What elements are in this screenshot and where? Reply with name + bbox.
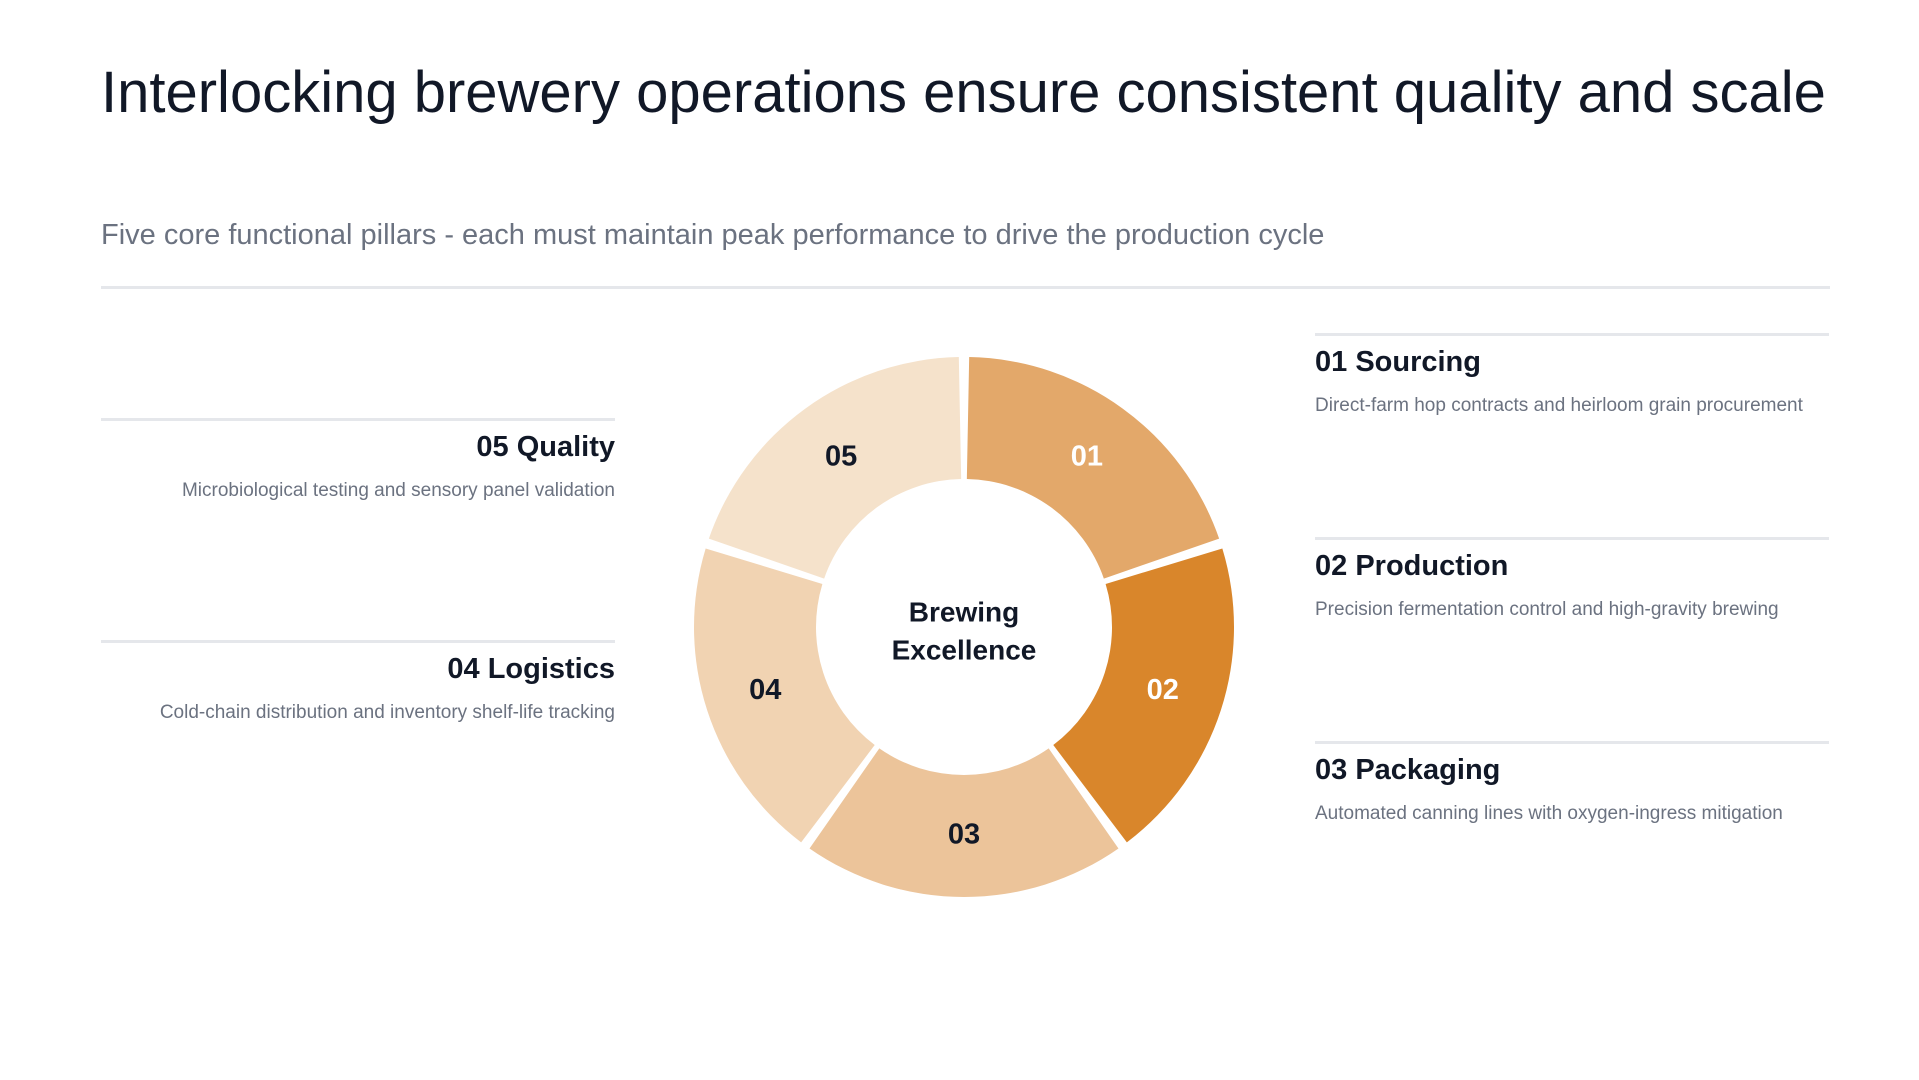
pillar-sourcing: 01 Sourcing Direct-farm hop contracts an… xyxy=(1315,333,1829,420)
wheel-segment-label-04: 04 xyxy=(749,674,781,706)
page-subtitle: Five core functional pillars - each must… xyxy=(101,219,1325,251)
wheel-segment-01 xyxy=(966,357,1220,579)
wheel-segment-03 xyxy=(809,748,1119,897)
wheel-segment-label-03: 03 xyxy=(948,819,980,851)
wheel-labels: 01 02 03 04 05 xyxy=(749,441,1179,851)
wheel-segment-04 xyxy=(694,548,875,843)
pillar-title: 01 Sourcing xyxy=(1315,346,1481,378)
pillar-description: Automated canning lines with oxygen-ingr… xyxy=(1315,803,1783,824)
pillar-title: 03 Packaging xyxy=(1315,754,1501,786)
wheel-segment-label-02: 02 xyxy=(1147,674,1179,706)
pillar-title: 02 Production xyxy=(1315,550,1509,582)
wheel-segment-label-01: 01 xyxy=(1071,441,1103,473)
pillar-description: Microbiological testing and sensory pane… xyxy=(181,480,615,501)
wheel-segment-02 xyxy=(1053,548,1234,843)
wheel-segment-label-05: 05 xyxy=(825,441,857,473)
pillar-divider xyxy=(1315,741,1829,744)
wheel-segment-05 xyxy=(708,357,962,579)
pillar-title: 05 Quality xyxy=(476,431,615,463)
pillar-description: Precision fermentation control and high-… xyxy=(1315,599,1779,620)
pillar-wheel: 01 02 03 04 05 Brewing Excellence xyxy=(694,351,1234,903)
pillar-divider xyxy=(1315,333,1829,336)
wheel-segments xyxy=(694,357,1234,897)
pillar-title: 04 Logistics xyxy=(447,653,615,685)
pillar-divider xyxy=(101,640,615,643)
pillar-divider xyxy=(1315,537,1829,540)
header-divider xyxy=(101,286,1830,289)
pillar-production: 02 Production Precision fermentation con… xyxy=(1315,537,1829,624)
page-title: Interlocking brewery operations ensure c… xyxy=(101,60,1826,125)
center-label-line-1: Brewing xyxy=(909,596,1019,627)
pillar-description: Direct-farm hop contracts and heirloom g… xyxy=(1315,395,1803,416)
pillar-wheel-svg: 01 02 03 04 05 Brewing Excellence xyxy=(694,357,1234,897)
pillar-divider xyxy=(101,418,615,421)
center-label-line-2: Excellence xyxy=(892,634,1037,665)
pillar-description: Cold-chain distribution and inventory sh… xyxy=(159,702,615,723)
pillar-quality: 05 Quality Microbiological testing and s… xyxy=(101,418,615,505)
pillar-logistics: 04 Logistics Cold-chain distribution and… xyxy=(101,640,615,727)
pillar-packaging: 03 Packaging Automated canning lines wit… xyxy=(1315,741,1829,828)
